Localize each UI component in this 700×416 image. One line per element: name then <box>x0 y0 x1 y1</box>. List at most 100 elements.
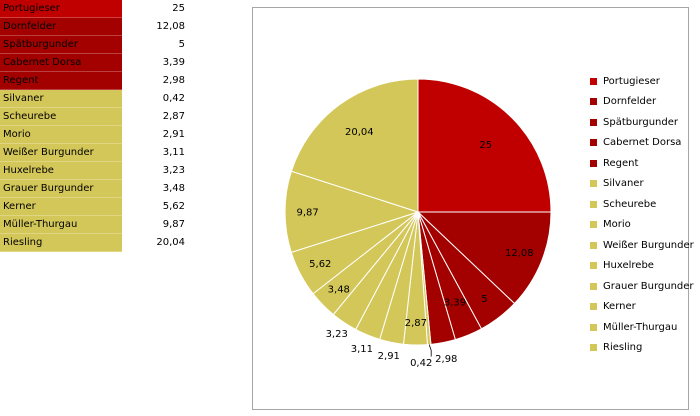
legend-item: Grauer Burgunder <box>590 276 694 297</box>
table-cell-value: 3,23 <box>122 161 188 180</box>
table-cell-variety: Morio <box>0 125 122 144</box>
table-cell-variety: Silvaner <box>0 89 122 108</box>
data-label: 0,42 <box>410 358 432 369</box>
table-cell-value: 2,87 <box>122 107 188 126</box>
leader-line <box>428 344 432 357</box>
table-cell-variety: Riesling <box>0 233 122 252</box>
legend-swatch <box>590 159 597 167</box>
table-row: Kerner 5,62 <box>0 197 188 216</box>
table-row: Cabernet Dorsa 3,39 <box>0 53 188 72</box>
legend-swatch <box>590 303 597 311</box>
data-label: 2,98 <box>435 354 457 365</box>
table-row: Scheurebe 2,87 <box>0 107 188 126</box>
table-cell-variety: Grauer Burgunder <box>0 179 122 198</box>
legend-label: Dornfelder <box>603 96 657 108</box>
table-row: Regent 2,98 <box>0 71 188 90</box>
pie-slice <box>284 170 420 254</box>
table-cell-value: 9,87 <box>122 215 188 234</box>
data-label: 3,23 <box>326 329 348 340</box>
table-cell-variety: Weißer Burgunder <box>0 143 122 162</box>
legend-swatch <box>590 262 597 270</box>
table-row: Weißer Burgunder 3,11 <box>0 143 188 162</box>
legend-swatch <box>590 282 597 290</box>
table-cell-variety: Kerner <box>0 197 122 216</box>
legend-label: Morio <box>603 219 631 231</box>
data-label: 25 <box>479 140 492 151</box>
table-cell-variety: Portugieser <box>0 0 122 18</box>
legend-label: Scheurebe <box>603 198 657 210</box>
legend-swatch <box>590 323 597 331</box>
legend-item: Huxelrebe <box>590 256 694 277</box>
data-label: 3,48 <box>328 284 350 295</box>
legend-swatch <box>590 180 597 188</box>
table-cell-variety: Regent <box>0 71 122 90</box>
legend-item: Weißer Burgunder <box>590 235 694 256</box>
table-cell-value: 12,08 <box>122 17 188 36</box>
table-cell-value: 0,42 <box>122 89 188 108</box>
legend-label: Silvaner <box>603 178 644 190</box>
pie-slice <box>417 78 552 213</box>
legend-swatch <box>590 77 597 85</box>
legend-label: Grauer Burgunder <box>603 280 694 292</box>
legend-swatch <box>590 98 597 106</box>
legend-item: Scheurebe <box>590 194 694 215</box>
legend-item: Portugieser <box>590 71 694 92</box>
data-label: 3,11 <box>351 344 373 355</box>
legend-item: Kerner <box>590 297 694 318</box>
table-cell-value: 2,98 <box>122 71 188 90</box>
table-cell-value: 3,48 <box>122 179 188 198</box>
legend-swatch <box>590 200 597 208</box>
data-table: Portugieser 25 Dornfelder 12,08 Spätburgunde… <box>0 0 188 252</box>
legend-item: Müller-Thurgau <box>590 317 694 338</box>
legend: Portugieser Dornfelder Spätburgunder Cabern… <box>590 71 694 358</box>
table-row: Silvaner 0,42 <box>0 89 188 108</box>
legend-label: Riesling <box>603 342 643 354</box>
data-label: 5 <box>481 294 487 305</box>
legend-label: Spätburgunder <box>603 116 678 128</box>
table-cell-variety: Spätburgunder <box>0 35 122 54</box>
legend-swatch <box>590 344 597 352</box>
table-cell-variety: Huxelrebe <box>0 161 122 180</box>
legend-swatch <box>590 118 597 126</box>
table-row: Grauer Burgunder 3,48 <box>0 179 188 198</box>
pie-slice <box>290 78 419 213</box>
table-cell-variety: Dornfelder <box>0 17 122 36</box>
table-cell-variety: Cabernet Dorsa <box>0 53 122 72</box>
data-label: 3,39 <box>444 297 466 308</box>
legend-swatch <box>590 221 597 229</box>
data-label: 2,87 <box>405 318 427 329</box>
table-cell-value: 20,04 <box>122 233 188 252</box>
table-cell-value: 5,62 <box>122 197 188 216</box>
table-cell-variety: Scheurebe <box>0 107 122 126</box>
legend-label: Cabernet Dorsa <box>603 137 682 149</box>
legend-label: Müller-Thurgau <box>603 321 678 333</box>
data-label: 2,91 <box>378 351 400 362</box>
legend-item: Regent <box>590 153 694 174</box>
legend-item: Silvaner <box>590 174 694 195</box>
table-row: Morio 2,91 <box>0 125 188 144</box>
legend-item: Morio <box>590 215 694 236</box>
legend-label: Regent <box>603 157 639 169</box>
table-row: Riesling 20,04 <box>0 233 188 252</box>
legend-swatch <box>590 139 597 147</box>
legend-label: Huxelrebe <box>603 260 654 272</box>
data-label: 20,04 <box>345 127 374 138</box>
legend-label: Kerner <box>603 301 636 313</box>
table-row: Spätburgunder 5 <box>0 35 188 54</box>
table-cell-value: 2,91 <box>122 125 188 144</box>
table-cell-value: 25 <box>122 0 188 18</box>
legend-swatch <box>590 241 597 249</box>
table-row: Dornfelder 12,08 <box>0 17 188 36</box>
table-cell-value: 5 <box>122 35 188 54</box>
data-label: 12,08 <box>505 248 534 259</box>
table-cell-value: 3,11 <box>122 143 188 162</box>
data-label: 5,62 <box>309 259 331 270</box>
table-row: Portugieser 25 <box>0 0 188 18</box>
data-label: 9,87 <box>296 207 318 218</box>
legend-item: Riesling <box>590 338 694 359</box>
legend-item: Spätburgunder <box>590 112 694 133</box>
legend-item: Cabernet Dorsa <box>590 133 694 154</box>
table-cell-value: 3,39 <box>122 53 188 72</box>
pie-slice <box>416 211 552 305</box>
